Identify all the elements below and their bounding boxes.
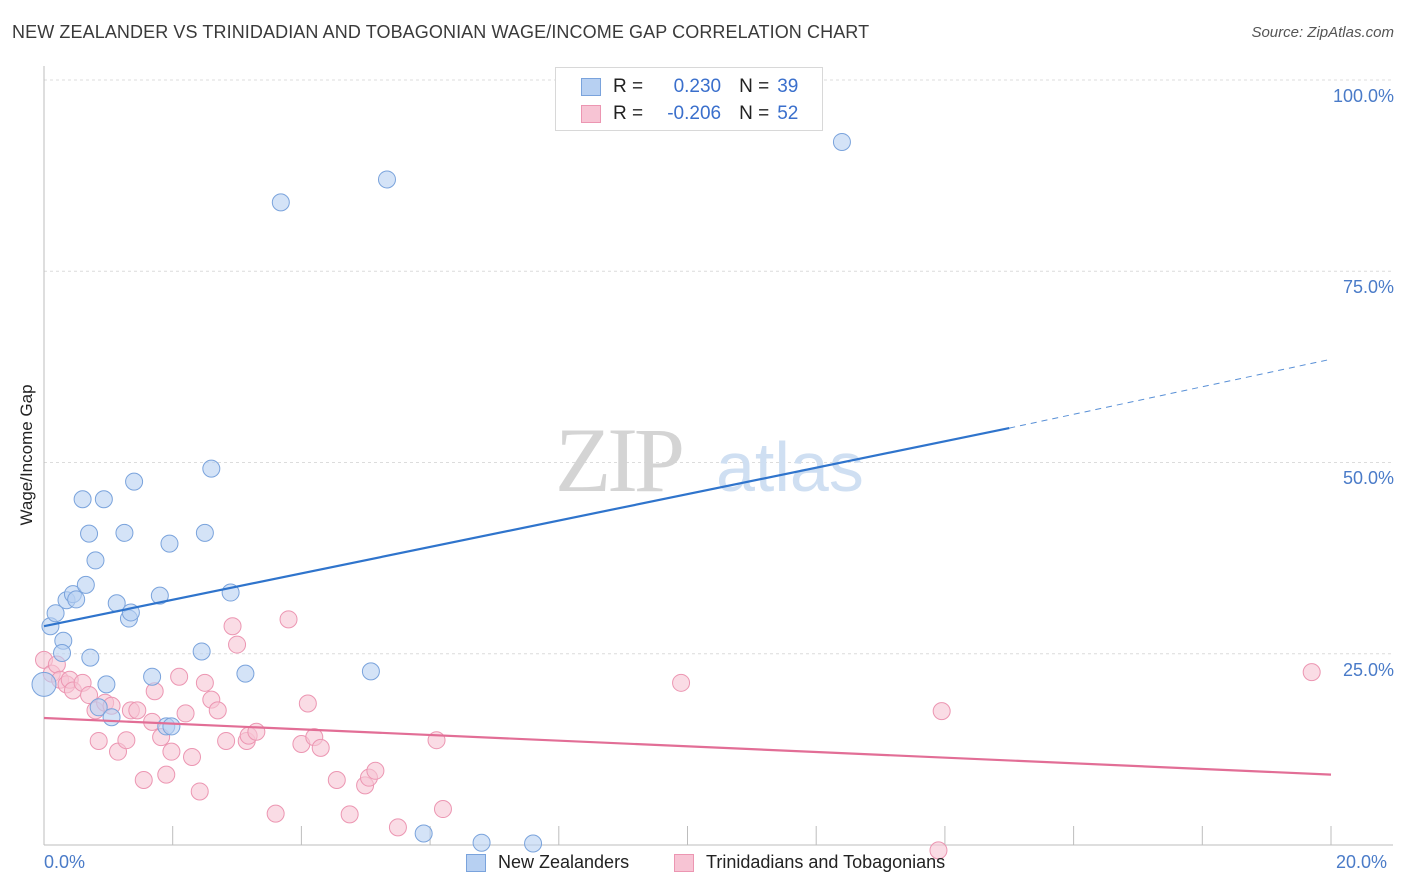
trinidadian-point — [223, 617, 242, 636]
new-zealander-point — [102, 708, 121, 727]
trinidadian-point — [208, 701, 227, 720]
trinidadian-point — [162, 742, 181, 761]
new-zealander-point — [361, 662, 380, 681]
new-zealander-point — [115, 523, 134, 542]
y-tick-label: 25.0% — [1342, 660, 1394, 680]
legend-r-label: R = — [613, 76, 644, 97]
new-zealander-point — [53, 643, 72, 662]
source-label: Source: ZipAtlas.com — [1251, 24, 1394, 41]
new-zealander-point — [195, 523, 214, 542]
trinidadian-point — [117, 731, 136, 750]
trinidadian-point — [89, 731, 108, 750]
trinidadian-point — [929, 841, 948, 860]
new-zealander-point — [80, 524, 99, 543]
trinidadian-point — [327, 770, 346, 789]
trinidadian-point — [433, 800, 452, 819]
bottom-legend-swatch-pink — [674, 853, 694, 872]
y-tick-label: 100.0% — [1332, 86, 1394, 106]
trinidadian-point — [1302, 663, 1321, 682]
legend-n-label: N = — [739, 76, 770, 97]
bottom-legend-trinidadians: Trinidadians and Tobagonians — [674, 852, 945, 873]
new-zealanders-trendline-extension — [1009, 358, 1332, 429]
trinidadian-point — [340, 805, 359, 824]
trendlines — [43, 358, 1332, 776]
new-zealanders-trendline — [43, 426, 1010, 628]
new-zealander-point — [832, 132, 851, 151]
new-zealander-point — [377, 170, 396, 189]
series-trinidadians-points — [35, 610, 1321, 860]
legend-row-new-zealanders: R = 0.230 N = 39 — [581, 75, 798, 99]
legend-n-value: 52 — [777, 103, 799, 124]
legend-swatch-pink — [581, 105, 601, 123]
series-new-zealanders-points — [31, 132, 851, 853]
new-zealander-point — [73, 490, 92, 509]
bottom-legend-label: New Zealanders — [498, 852, 630, 872]
new-zealander-point — [143, 667, 162, 686]
legend-r-value: 0.230 — [673, 76, 722, 97]
trinidadian-point — [183, 748, 202, 767]
trinidadian-point — [672, 673, 691, 692]
new-zealander-point — [202, 459, 221, 478]
new-zealander-point — [81, 648, 100, 667]
x-tick-label: 0.0% — [44, 852, 86, 872]
bottom-legend-swatch-blue — [466, 853, 486, 872]
new-zealander-point — [97, 675, 116, 694]
trinidadian-point — [932, 702, 951, 721]
trinidadian-point — [279, 610, 298, 629]
y-tick-label: 75.0% — [1342, 277, 1394, 297]
y-tick-label: 50.0% — [1342, 468, 1394, 488]
x-tick-label: 20.0% — [1336, 852, 1388, 872]
trinidadian-point — [388, 818, 407, 837]
trinidadian-point — [228, 635, 247, 654]
trinidadian-point — [366, 761, 385, 780]
trinidadian-point — [80, 686, 99, 705]
new-zealander-point — [192, 642, 211, 661]
legend-r-label: R = — [613, 103, 644, 124]
new-zealander-point — [524, 834, 543, 853]
trinidadian-point — [134, 770, 153, 789]
legend-swatch-blue — [581, 78, 601, 96]
new-zealander-point — [472, 833, 491, 852]
new-zealander-point — [67, 590, 86, 609]
trinidadian-point — [217, 731, 236, 750]
trinidadian-point — [170, 667, 189, 686]
bottom-legend-label: Trinidadians and Tobagonians — [706, 852, 946, 872]
trinidadian-point — [195, 673, 214, 692]
new-zealander-point — [94, 490, 113, 509]
trinidadian-point — [128, 701, 147, 720]
watermark: ZIP atlas — [555, 409, 864, 511]
new-zealander-point — [86, 551, 105, 570]
new-zealander-point — [162, 717, 181, 736]
trinidadian-point — [157, 765, 176, 784]
chart-title: NEW ZEALANDER VS TRINIDADIAN AND TOBAGON… — [12, 22, 870, 42]
new-zealander-point — [150, 586, 169, 605]
trinidadian-point — [176, 704, 195, 723]
trinidadians-trendline — [43, 716, 1332, 776]
new-zealander-point — [271, 193, 290, 212]
trinidadian-point — [298, 694, 317, 713]
bottom-legend-new-zealanders: New Zealanders — [466, 852, 629, 873]
gridlines — [44, 79, 1393, 655]
trinidadian-point — [266, 804, 285, 823]
new-zealander-point — [31, 671, 57, 697]
new-zealander-point — [89, 698, 108, 717]
legend-r-value: -0.206 — [667, 103, 722, 124]
trinidadian-point — [311, 738, 330, 757]
new-zealander-point — [236, 664, 255, 683]
new-zealander-point — [125, 472, 144, 491]
new-zealander-point — [46, 604, 65, 623]
legend-row-trinidadians: R = -0.206 N = 52 — [581, 102, 798, 126]
watermark-atlas: atlas — [716, 428, 864, 506]
correlation-legend: R = 0.230 N = 39 R = -0.206 N = 52 — [555, 67, 823, 131]
new-zealander-point — [414, 824, 433, 843]
new-zealander-point — [76, 575, 95, 594]
legend-n-value: 39 — [777, 76, 799, 97]
trinidadian-point — [247, 722, 266, 741]
new-zealander-point — [160, 534, 179, 553]
watermark-zip: ZIP — [555, 409, 682, 511]
legend-n-label: N = — [739, 103, 770, 124]
trinidadian-point — [190, 782, 209, 801]
